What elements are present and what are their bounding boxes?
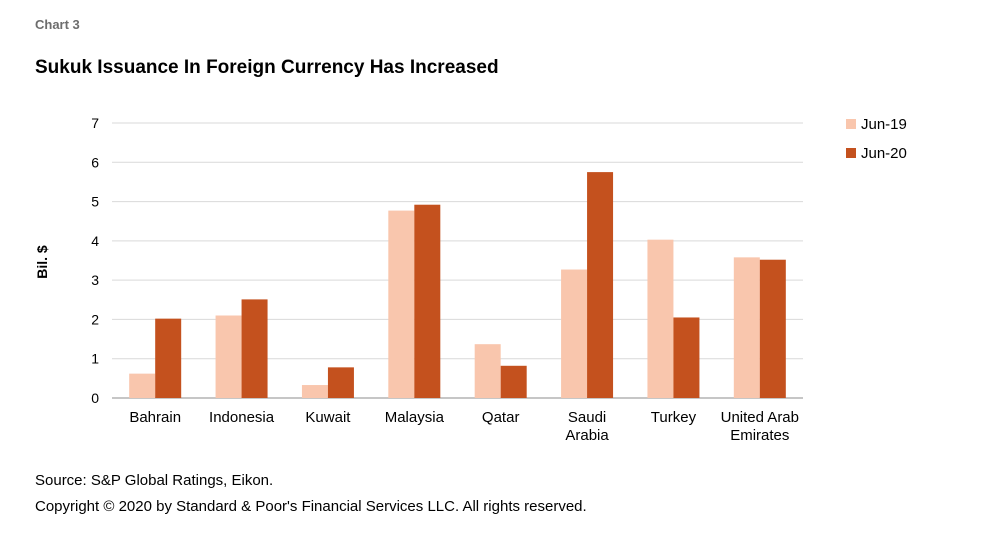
x-tick-label: Qatar [482, 409, 520, 426]
bar-jun-20-turkey [673, 317, 700, 398]
bar-jun-19-malaysia [388, 210, 415, 398]
bar-jun-20-united-arab-emirates [759, 259, 786, 398]
x-tick-label: Malaysia [385, 409, 445, 426]
legend-swatch [846, 119, 856, 129]
x-tick-label: Bahrain [129, 409, 181, 426]
bars [129, 172, 786, 398]
y-tick-label: 6 [91, 154, 99, 170]
y-tick-label: 1 [91, 351, 99, 367]
bar-jun-20-malaysia [414, 204, 441, 398]
bar-jun-20-saudi-arabia [587, 172, 614, 398]
legend-swatch [846, 148, 856, 158]
y-tick-label: 4 [91, 233, 99, 249]
bar-jun-20-kuwait [327, 367, 354, 398]
y-axis-label: Bil. $ [34, 245, 50, 279]
copyright-note: Copyright © 2020 by Standard & Poor's Fi… [35, 498, 587, 515]
bar-jun-19-bahrain [129, 373, 156, 398]
legend-label: Jun-20 [861, 145, 907, 162]
bar-jun-20-bahrain [155, 318, 182, 398]
x-tick-label: Indonesia [209, 409, 275, 426]
legend-label: Jun-19 [861, 116, 907, 133]
bar-jun-19-turkey [647, 239, 674, 398]
bar-jun-19-united-arab-emirates [733, 257, 760, 398]
bar-jun-20-qatar [500, 365, 527, 398]
bar-jun-19-qatar [474, 344, 501, 398]
x-axis-ticks: Bahrain Indonesia Kuwait Malaysia Qatar Saudi… [129, 409, 799, 444]
bar-chart: 0 1 2 3 4 5 6 7 Bahrain Indonesia Kuwait Malaysia Q… [34, 115, 907, 444]
bar-jun-20-indonesia [241, 299, 268, 398]
y-tick-label: 3 [91, 272, 99, 288]
y-tick-label: 5 [91, 194, 99, 210]
x-tick-label: Saudi Arabia [565, 409, 609, 444]
x-tick-label: United Arab Emirates [721, 409, 799, 444]
x-tick-label: Turkey [651, 409, 697, 426]
y-tick-label: 2 [91, 311, 99, 327]
y-tick-label: 7 [91, 115, 99, 131]
bar-jun-19-indonesia [215, 315, 242, 398]
bar-jun-19-saudi-arabia [561, 269, 588, 398]
y-tick-label: 0 [91, 390, 99, 406]
chart-number: Chart 3 [35, 17, 80, 32]
y-axis-ticks: 0 1 2 3 4 5 6 7 [91, 115, 99, 406]
source-note: Source: S&P Global Ratings, Eikon. [35, 472, 274, 489]
bar-jun-19-kuwait [301, 385, 328, 398]
x-tick-label: Kuwait [305, 409, 351, 426]
chart-title: Sukuk Issuance In Foreign Currency Has I… [35, 57, 499, 78]
legend: Jun-19 Jun-20 [846, 116, 907, 162]
